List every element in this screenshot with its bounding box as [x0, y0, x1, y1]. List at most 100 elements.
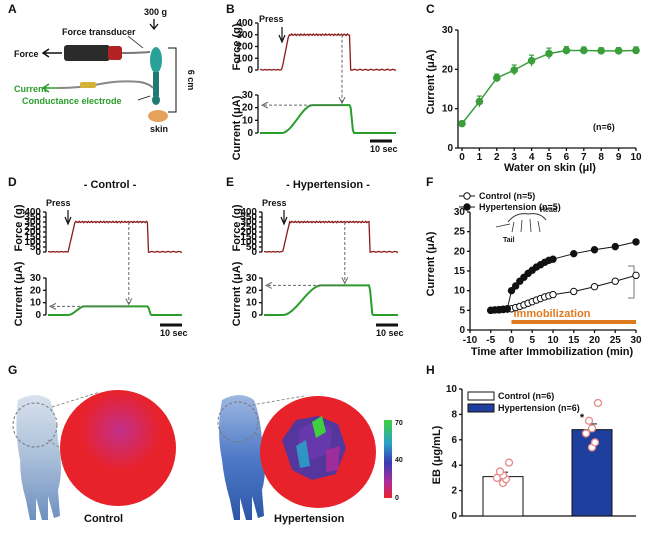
h-data-point	[581, 429, 591, 438]
force-tick-label: 150	[240, 232, 257, 243]
f-y-tick-label: 0	[459, 325, 465, 336]
force-tick-label: 50	[246, 242, 258, 253]
force-tick-label: 400	[236, 18, 253, 29]
panel-a-schematic: 300 g Force transducer Force skin 6 cm C…	[14, 7, 196, 134]
distance-label: 6 cm	[186, 70, 196, 91]
h-data-point	[504, 458, 514, 467]
hypertension-heatmap-hotspots	[282, 416, 346, 480]
h-ylabel: EB (μg/mL)	[431, 425, 443, 484]
c-x-tick-label: 1	[477, 152, 483, 163]
f-legend-label: Hypertension (n=5)	[479, 202, 561, 212]
guide-arrow-down-icon	[338, 96, 346, 105]
c-x-tick-label: 10	[630, 152, 642, 163]
current-tick-label: 0	[35, 310, 41, 321]
f-hypertension-point	[507, 286, 516, 295]
electrode-connector	[80, 82, 96, 88]
electrode-wire	[57, 80, 154, 89]
f-x-tick-label: 0	[509, 335, 515, 346]
force-tick-label: 200	[236, 42, 253, 53]
colorbar-tick-min: 0	[395, 495, 399, 502]
current-ylabel-b: Current (μA)	[231, 95, 243, 160]
h-data-point	[495, 467, 505, 476]
current-tick-label: 0	[251, 310, 257, 321]
press-label-e: Press	[262, 198, 287, 208]
press-label-d: Press	[46, 198, 71, 208]
current-tick-label: 30	[30, 273, 42, 284]
inset-tail	[495, 223, 511, 228]
h-significance-star: *	[580, 412, 585, 424]
h-data-point	[584, 416, 594, 425]
inset-body-outline	[507, 213, 547, 223]
current-trace	[264, 284, 398, 316]
f-y-tick-label: 5	[459, 305, 465, 316]
c-data-point	[580, 46, 588, 55]
f-difference-bracket	[628, 265, 635, 299]
transducer-wire	[121, 51, 151, 54]
force-tick-label: 100	[240, 237, 257, 248]
f-hypertension-point	[632, 238, 640, 246]
weight-arrow-icon	[149, 19, 159, 31]
hypertension-paw-image: Hypertension	[217, 395, 376, 525]
immobilization-label: Immobilization	[514, 308, 591, 320]
guide-arrow-left-icon	[48, 302, 57, 310]
scale-bar-label-d: 10 sec	[160, 328, 188, 338]
force-transducer-cap	[108, 46, 122, 60]
f-ylabel: Current (μA)	[425, 231, 437, 296]
probe-shaft	[153, 72, 159, 96]
scale-bar-label-e: 10 sec	[376, 328, 404, 338]
f-xlabel: Time after Immobilization (min)	[471, 346, 634, 358]
force-tick-label: 300	[240, 217, 257, 228]
force-tick-label: 350	[240, 212, 257, 223]
c-data-point	[527, 56, 536, 65]
h-y-tick-label: 0	[451, 511, 457, 522]
hypertension-paw-shape	[219, 395, 265, 520]
panel-letter-g: G	[8, 363, 17, 377]
f-y-tick-label: 10	[454, 286, 466, 297]
control-image-label: Control	[84, 513, 123, 525]
panel-letter-h: H	[426, 363, 435, 377]
h-data-point	[587, 424, 597, 433]
f-x-tick-label: 20	[589, 335, 601, 346]
f-hypertension-point	[611, 242, 619, 251]
force-tick-label: 0	[35, 247, 41, 258]
c-y-tick-label: 10	[442, 104, 454, 115]
c-data-point	[562, 46, 571, 55]
force-tick-label: 100	[24, 237, 41, 248]
h-legend-swatch	[467, 403, 495, 413]
h-legend-swatch	[467, 391, 495, 401]
panel-f-chart: Current (μA) Time after Immobilization (…	[425, 191, 642, 358]
c-series-line	[461, 49, 637, 125]
h-data-point	[590, 438, 600, 447]
force-ylabel-e: Force (g)	[231, 204, 243, 251]
f-x-tick-label: -5	[486, 335, 495, 346]
current-tick-label: 10	[242, 115, 254, 126]
skin-label: skin	[150, 124, 168, 134]
colorbar-tick-max: 70	[395, 420, 403, 427]
heatmap-colorbar	[384, 420, 392, 498]
c-x-tick-label: 8	[598, 152, 604, 163]
h-y-tick-label: 10	[446, 384, 458, 395]
f-x-tick-label: 25	[610, 335, 622, 346]
force-tick-label: 300	[24, 217, 41, 228]
f-y-tick-label: 30	[454, 207, 466, 218]
current-trace	[260, 104, 396, 134]
h-y-tick-label: 4	[451, 460, 457, 471]
scale-bar-label-b: 10 sec	[370, 144, 398, 154]
force-tick-label: 0	[251, 247, 257, 258]
f-control-point	[590, 283, 599, 291]
c-data-point	[632, 46, 640, 55]
f-y-tick-label: 25	[454, 227, 466, 238]
force-transducer-pointer	[127, 35, 144, 49]
current-tick-label: 20	[246, 285, 258, 296]
f-hypertension-point	[590, 246, 599, 254]
c-data-point	[597, 47, 605, 55]
control-zoom-circle	[12, 402, 58, 448]
f-legend-label: Control (n=5)	[479, 191, 535, 201]
h-y-tick-label: 6	[451, 435, 457, 446]
force-trace	[47, 220, 183, 253]
d-title: - Control -	[84, 179, 137, 191]
control-zoom-lines	[47, 391, 101, 453]
skin-pad	[148, 110, 168, 122]
guide-arrow-down-icon	[341, 277, 349, 285]
e-title: - Hypertension -	[286, 179, 370, 191]
